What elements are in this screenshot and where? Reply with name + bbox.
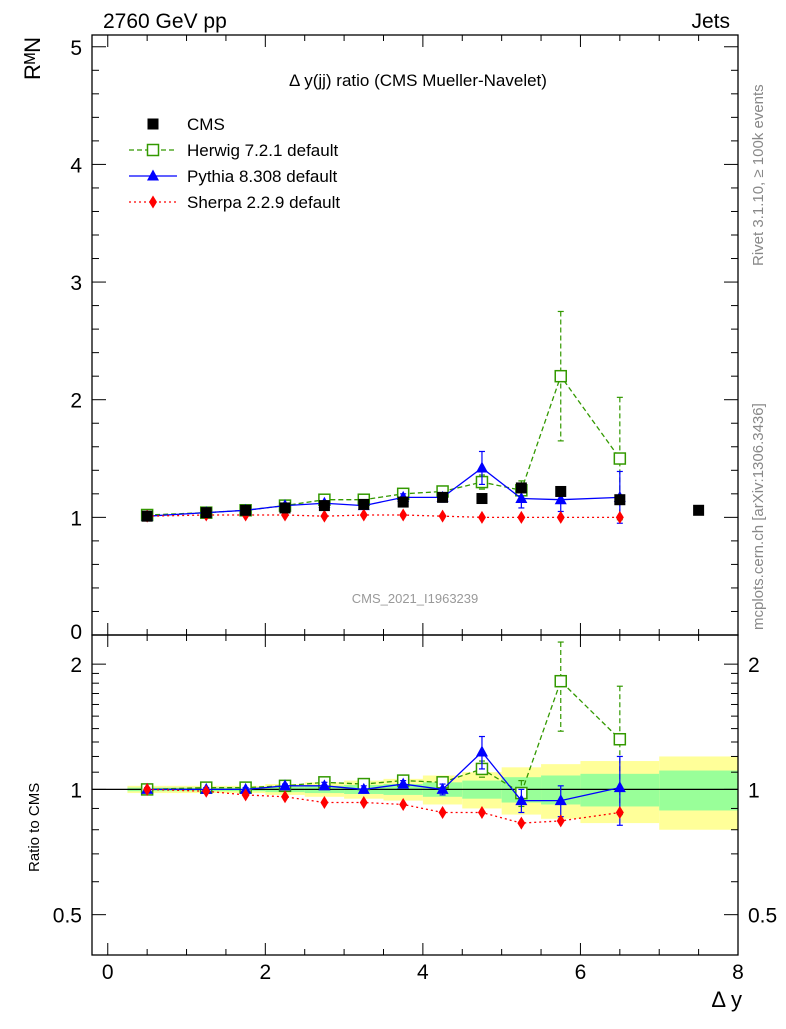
ratio-pythia-point	[318, 779, 331, 791]
main-cms-point	[240, 504, 252, 516]
legend-marker	[147, 169, 159, 181]
y-tick-label: 2	[70, 654, 82, 677]
ratio-pythia-point	[554, 794, 567, 806]
main-cms-point	[614, 494, 626, 506]
legend-label: CMS	[187, 115, 225, 134]
ratio-sherpa-point	[399, 797, 408, 811]
main-sherpa-point	[359, 508, 368, 522]
x-tick-label: 4	[417, 961, 429, 984]
ratio-sherpa-point	[438, 806, 447, 820]
main-pythia-series-line	[147, 467, 620, 517]
mcplots-label: mcplots.cern.ch [arXiv:1306.3436]	[750, 403, 767, 630]
ratio-sherpa-point	[202, 784, 211, 798]
main-sherpa-point	[399, 508, 408, 522]
y-tick-label: 1	[70, 507, 82, 530]
ratio-pythia-point	[613, 781, 626, 793]
ratio-sherpa-point	[320, 796, 329, 810]
legend-marker	[149, 195, 157, 209]
y-tick-label: 5	[70, 37, 82, 60]
main-cms-point	[437, 491, 449, 503]
main-sherpa-point	[517, 510, 526, 524]
main-cms-point	[318, 500, 330, 512]
ratio-pythia-point	[436, 782, 449, 794]
main-sherpa-point	[556, 510, 565, 524]
main-pythia-point	[475, 461, 488, 473]
main-sherpa-point	[438, 509, 447, 523]
main-sherpa-point	[615, 510, 624, 524]
collision-label: 2760 GeV pp	[103, 10, 227, 33]
ratio-sherpa-point	[281, 790, 290, 804]
ratio-pythia-point	[239, 782, 252, 794]
y-tick-label: 2	[70, 390, 82, 413]
ratio-sherpa-point	[615, 806, 624, 820]
main-cms-point	[555, 485, 567, 497]
y-tick-label-right: 0.5	[748, 905, 777, 928]
main-cms-point	[279, 502, 291, 514]
y-tick-label: 0.5	[53, 905, 82, 928]
ratio-herwig-point	[554, 674, 567, 688]
main-cms-point	[200, 507, 212, 519]
legend-marker	[146, 143, 160, 157]
main-pythia-point	[554, 493, 567, 505]
process-label: Jets	[691, 10, 730, 33]
main-cms-point	[515, 482, 527, 494]
ratio-pythia-series-line	[147, 751, 620, 802]
ratio-herwig-series-line	[147, 680, 621, 795]
legend-label: Herwig 7.2.1 default	[187, 141, 338, 160]
ratio-herwig-point	[613, 732, 627, 746]
main-cms-point	[141, 510, 153, 522]
legend-label: Pythia 8.308 default	[187, 167, 338, 186]
ratio-pythia-point	[515, 794, 528, 806]
x-tick-label: 8	[732, 961, 744, 984]
main-pythia-point	[515, 492, 528, 504]
ratio-sherpa-point	[359, 796, 368, 810]
ratio-pythia-point	[475, 745, 488, 757]
ratio-pythia-point	[357, 782, 370, 794]
legend-label: Sherpa 2.2.9 default	[187, 193, 340, 212]
main-sherpa-point	[320, 509, 329, 523]
ratio-sherpa-point	[143, 782, 152, 796]
y-tick-label-right: 1	[748, 779, 760, 802]
ratio-sherpa-point	[477, 806, 486, 820]
y-axis-label-main: RᴹN	[20, 37, 45, 80]
main-cms-point	[397, 496, 409, 508]
ratio-sherpa-point	[517, 816, 526, 830]
ratio-pythia-point	[397, 777, 410, 789]
x-tick-label: 0	[102, 961, 114, 984]
main-herwig-point	[613, 452, 627, 465]
band-inner	[659, 770, 738, 811]
y-axis-label-ratio: Ratio to CMS	[26, 783, 43, 872]
x-axis-label: Δ y	[711, 987, 742, 1012]
x-tick-label: 2	[259, 961, 271, 984]
ratio-sherpa-point	[556, 814, 565, 828]
legend-marker	[147, 118, 159, 130]
y-tick-label: 0	[70, 621, 82, 644]
rivet-label: Rivet 3.1.10, ≥ 100k events	[750, 84, 767, 266]
y-tick-label-right: 2	[748, 654, 760, 677]
y-tick-label: 1	[70, 779, 82, 802]
main-title: Δ y(jj) ratio (CMS Mueller-Navelet)	[289, 71, 547, 90]
main-herwig-series-line	[147, 374, 621, 516]
main-herwig-point	[554, 369, 567, 383]
y-tick-label: 4	[70, 154, 82, 177]
main-sherpa-series-line	[147, 514, 620, 519]
main-cms-point	[693, 504, 705, 516]
ratio-pythia-point	[279, 779, 292, 791]
main-sherpa-point	[477, 510, 486, 524]
ratio-sherpa-point	[241, 788, 250, 802]
ratio-plot-frame	[91, 634, 739, 956]
y-tick-label: 3	[70, 272, 82, 295]
main-cms-point	[358, 498, 370, 510]
main-cms-point	[476, 493, 488, 505]
x-tick-label: 6	[575, 961, 587, 984]
watermark: CMS_2021_I1963239	[352, 591, 479, 606]
